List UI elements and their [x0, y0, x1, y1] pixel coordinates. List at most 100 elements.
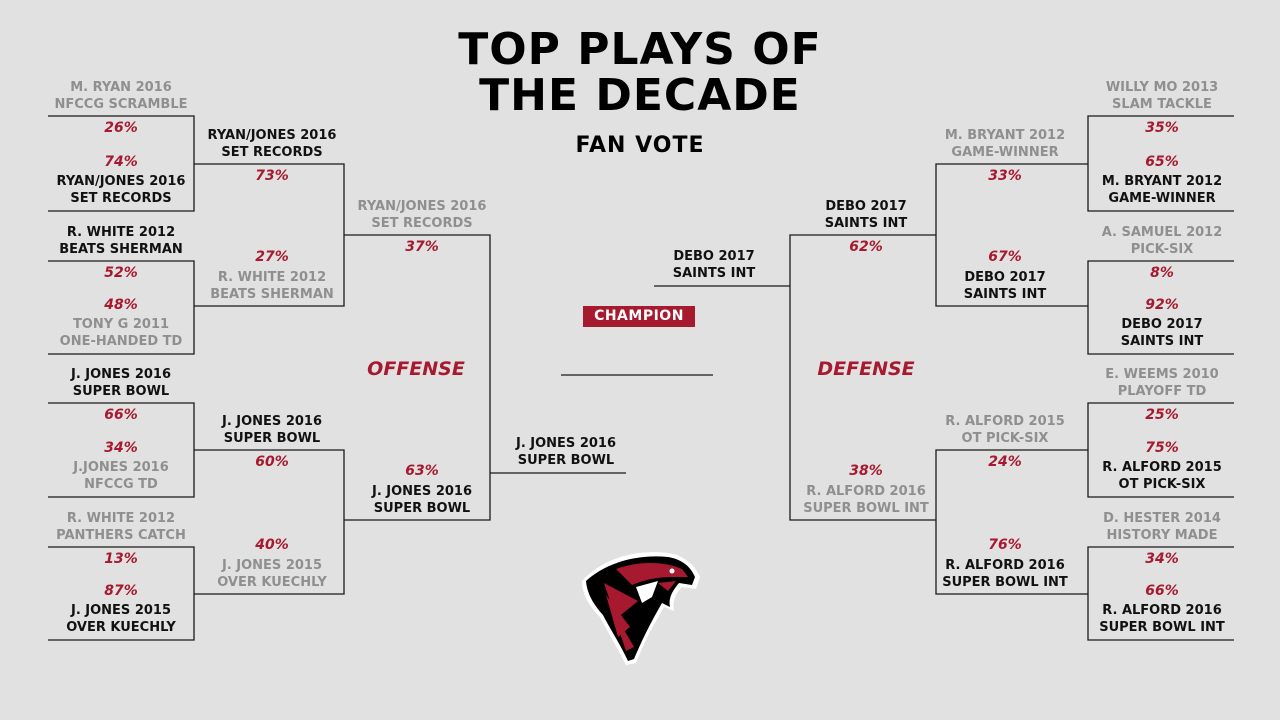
- vote-percentage: 76%: [988, 537, 1022, 553]
- matchup-entry-top: RYAN/JONES 2016 SET RECORDS: [208, 127, 337, 161]
- matchup-entry-bottom: J. JONES 2015 OVER KUECHLY: [66, 602, 176, 636]
- matchup-entry-bottom: J. JONES 2016 SUPER BOWL: [372, 483, 472, 517]
- matchup-entry-top: R. ALFORD 2015 OT PICK-SIX: [945, 413, 1065, 447]
- vote-percentage: 25%: [1145, 407, 1179, 423]
- vote-percentage: 67%: [988, 249, 1022, 265]
- matchup-entry-bottom: DEBO 2017 SAINTS INT: [1121, 316, 1203, 350]
- entry-name-line: SAINTS INT: [1120, 334, 1204, 349]
- entry-name-line: R. WHITE 2012: [66, 511, 176, 526]
- vote-percentage: 13%: [104, 551, 138, 567]
- vote-percentage: 66%: [1145, 583, 1179, 599]
- entry-name-line: R. ALFORD 2016: [945, 558, 1065, 573]
- matchup-entry-top: A. SAMUEL 2012 PICK-SIX: [1102, 224, 1223, 258]
- vote-percentage: 63%: [405, 463, 439, 479]
- entry-name-line: J. JONES 2016: [70, 367, 172, 382]
- entry-name-line: SET RECORDS: [221, 145, 323, 160]
- entry-name-line: OVER KUECHLY: [217, 575, 327, 590]
- entry-name-line: SUPER BOWL INT: [1099, 620, 1225, 635]
- entry-name-line: M. BRYANT 2012: [1101, 174, 1223, 189]
- entry-name-line: J. JONES 2015: [70, 603, 172, 618]
- vote-percentage: 62%: [849, 239, 883, 255]
- vote-percentage: 48%: [104, 297, 138, 313]
- vote-percentage: 75%: [1145, 440, 1179, 456]
- entry-name-line: RYAN/JONES 2016: [207, 128, 337, 143]
- matchup-entry-bottom: R. ALFORD 2016 SUPER BOWL INT: [1099, 602, 1225, 636]
- matchup-entry-top: D. HESTER 2014 HISTORY MADE: [1103, 510, 1221, 544]
- entry-name-line: SUPER BOWL INT: [942, 575, 1068, 590]
- bracket-line: [789, 234, 936, 521]
- matchup-entry-top: DEBO 2017 SAINTS INT: [825, 198, 907, 232]
- vote-percentage: 27%: [255, 249, 289, 265]
- entry-name-line: HISTORY MADE: [1106, 528, 1218, 543]
- falcons-logo: [582, 552, 700, 665]
- vote-percentage: 40%: [255, 537, 289, 553]
- entry-name-line: DEBO 2017: [825, 199, 907, 214]
- entry-name-line: SUPER BOWL: [223, 431, 321, 446]
- entry-name-line: R. ALFORD 2016: [1102, 603, 1222, 618]
- entry-name-line: R. ALFORD 2015: [945, 414, 1065, 429]
- champion-badge: CHAMPION: [583, 306, 695, 327]
- entry-name-line: DEBO 2017: [673, 249, 755, 264]
- entry-name-line: SUPER BOWL: [517, 453, 615, 468]
- entry-name-line: SUPER BOWL INT: [803, 501, 929, 516]
- entry-name-line: WILLY MO 2013: [1105, 80, 1219, 95]
- vote-percentage: 35%: [1145, 120, 1179, 136]
- entry-name-line: TONY G 2011: [72, 317, 170, 332]
- entry-name-line: OT PICK-SIX: [1118, 477, 1206, 492]
- entry-name-line: NFCCG TD: [84, 477, 158, 492]
- entry-name-line: SLAM TACKLE: [1112, 97, 1212, 112]
- matchup-entry-top: R. WHITE 2012 PANTHERS CATCH: [56, 510, 186, 544]
- entry-name-line: PICK-SIX: [1130, 242, 1194, 257]
- vote-percentage: 34%: [104, 440, 138, 456]
- entry-name-line: R. WHITE 2012: [66, 225, 176, 240]
- vote-percentage: 60%: [255, 454, 289, 470]
- page-title-line-1: TOP PLAYS OF: [458, 24, 822, 75]
- bracket-line: [48, 260, 195, 355]
- matchup-entry-top: RYAN/JONES 2016 SET RECORDS: [358, 198, 487, 232]
- matchup-entry-top: E. WEEMS 2010 PLAYOFF TD: [1105, 366, 1218, 400]
- entry-name-line: SAINTS INT: [963, 287, 1047, 302]
- entry-name-line: R. ALFORD 2015: [1102, 460, 1222, 475]
- vote-percentage: 92%: [1145, 297, 1179, 313]
- vote-percentage: 73%: [255, 168, 289, 184]
- finalist-offense: J. JONES 2016 SUPER BOWL: [516, 435, 616, 469]
- entry-name-line: R. ALFORD 2016: [806, 484, 926, 499]
- entry-name-line: J. JONES 2015: [221, 558, 323, 573]
- matchup-entry-bottom: RYAN/JONES 2016 SET RECORDS: [57, 173, 186, 207]
- matchup-entry-bottom: M. BRYANT 2012 GAME-WINNER: [1102, 173, 1222, 207]
- entry-name-line: SET RECORDS: [70, 191, 172, 206]
- entry-name-line: SET RECORDS: [371, 216, 473, 231]
- entry-name-line: A. SAMUEL 2012: [1101, 225, 1223, 240]
- vote-percentage: 26%: [104, 120, 138, 136]
- vote-percentage: 65%: [1145, 154, 1179, 170]
- entry-name-line: BEATS SHERMAN: [210, 287, 334, 302]
- entry-name-line: ONE-HANDED TD: [59, 334, 183, 349]
- entry-name-line: RYAN/JONES 2016: [56, 174, 186, 189]
- bracket-line: [194, 449, 345, 595]
- entry-name-line: GAME-WINNER: [1108, 191, 1216, 206]
- entry-name-line: D. HESTER 2014: [1103, 511, 1221, 526]
- matchup-entry-bottom: R. ALFORD 2016 SUPER BOWL INT: [942, 557, 1068, 591]
- entry-name-line: NFCCG SCRAMBLE: [54, 97, 188, 112]
- region-label-offense: OFFENSE: [367, 358, 465, 380]
- matchup-entry-top: WILLY MO 2013 SLAM TACKLE: [1106, 79, 1218, 113]
- vote-percentage: 52%: [104, 265, 138, 281]
- vote-percentage: 87%: [104, 583, 138, 599]
- vote-percentage: 66%: [104, 407, 138, 423]
- fan-vote-subtitle: FAN VOTE: [575, 133, 705, 158]
- entry-name-line: GAME-WINNER: [951, 145, 1059, 160]
- entry-name-line: SAINTS INT: [672, 266, 756, 281]
- entry-name-line: PLAYOFF TD: [1117, 384, 1207, 399]
- entry-name-line: J.JONES 2016: [73, 460, 169, 475]
- finalist-defense: DEBO 2017 SAINTS INT: [673, 248, 755, 282]
- vote-percentage: 37%: [405, 239, 439, 255]
- bracket-line: [344, 234, 491, 521]
- matchup-entry-top: R. WHITE 2012 BEATS SHERMAN: [59, 224, 183, 258]
- entry-name-line: J. JONES 2016: [221, 414, 323, 429]
- entry-name-line: M. RYAN 2016: [70, 80, 172, 95]
- matchup-entry-bottom: DEBO 2017 SAINTS INT: [964, 269, 1046, 303]
- vote-percentage: 8%: [1150, 265, 1174, 281]
- bracket-line: [1087, 260, 1234, 355]
- entry-name-line: BEATS SHERMAN: [59, 242, 183, 257]
